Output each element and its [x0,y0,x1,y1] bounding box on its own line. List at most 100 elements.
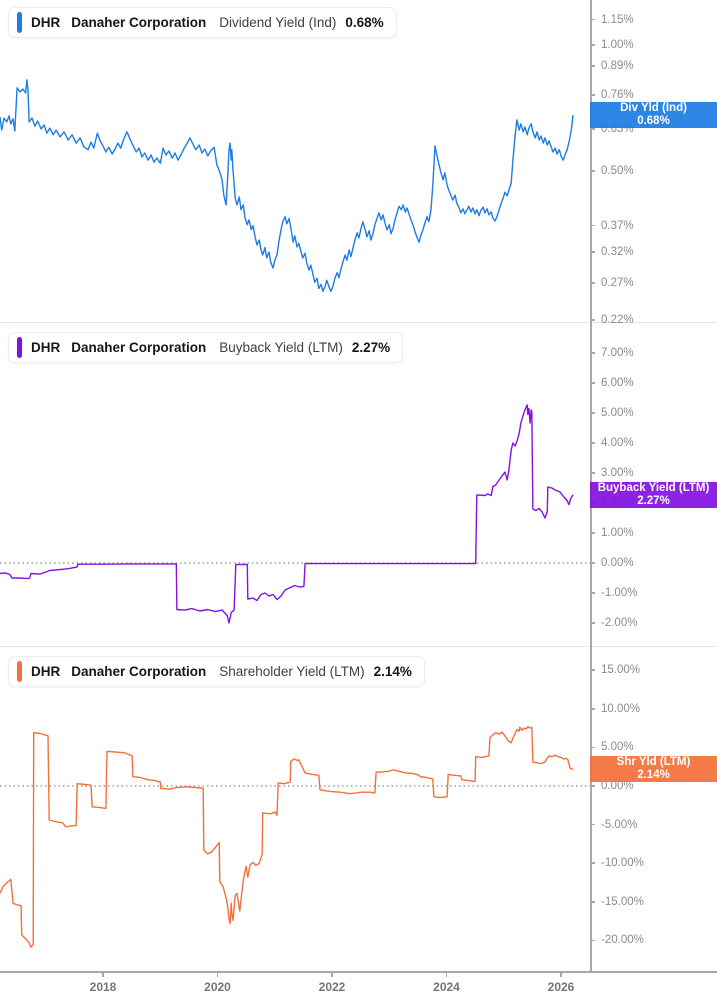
y-axis-tick [590,939,595,942]
badge-label: Buyback Yield (LTM) [597,481,710,494]
y-axis-label: -10.00% [601,857,644,870]
dividend-yield-header: DHR Danaher Corporation Dividend Yield (… [8,7,397,38]
x-axis-label: 2022 [318,980,346,994]
metric-name: Dividend Yield (Ind) [219,15,337,30]
y-axis-label: 0.22% [601,314,634,327]
y-axis-label: -15.00% [601,895,644,908]
x-axis-tick [102,972,104,977]
y-axis-label: 5.00% [601,741,634,754]
y-axis-label: 0.00% [601,557,634,569]
ticker-symbol: DHR [31,15,61,30]
y-axis-label: 3.00% [601,467,634,479]
y-axis-label: 0.27% [601,277,634,289]
y-axis-tick [590,472,595,474]
metric-name: Buyback Yield (LTM) [219,340,343,355]
y-axis-label: 0.32% [601,246,634,259]
x-axis-label: 2018 [89,980,117,994]
y-axis-label: 0.37% [601,219,634,232]
y-axis-label: 5.00% [601,407,634,419]
blue-accent-bar [17,12,22,33]
dividend-yield-chart[interactable] [0,0,590,322]
buyback-yield-header: DHR Danaher Corporation Buyback Yield (L… [8,332,404,363]
dividend-yield-line [0,79,574,292]
badge-value: 0.68% [637,115,670,128]
y-axis-tick [590,251,595,253]
badge-value: 2.27% [637,494,670,507]
x-axis-tick [216,972,219,977]
metric-value: 2.27% [351,340,391,355]
y-axis-label: 1.15% [601,13,634,26]
y-axis-tick [590,412,595,414]
buyback-yield-chart[interactable] [0,322,590,647]
y-axis-tick [590,94,595,96]
y-axis-tick [590,532,595,534]
y-axis-label: 1.00% [601,527,634,539]
x-axis-tick [445,972,448,977]
dividend-yield-badge: Div Yld (Ind) 0.68% [590,102,717,129]
x-axis-tick [560,972,562,977]
y-axis-label: 0.50% [601,164,634,177]
y-axis-tick [590,746,595,749]
buyback-yield-line [0,404,574,624]
y-axis-label: 15.00% [601,664,641,677]
x-axis-label: 2024 [433,980,460,994]
metric-value: 0.68% [345,15,384,30]
y-axis-label: 4.00% [601,437,634,449]
orange-accent-bar [17,661,22,682]
shareholder-yield-header: DHR Danaher Corporation Shareholder Yiel… [8,656,425,687]
purple-accent-bar [17,337,22,358]
y-axis-tick [590,592,595,594]
badge-label: Div Yld (Ind) [620,102,687,115]
y-axis-label: 0.76% [601,88,634,101]
y-axis-label: 1.00% [601,39,634,51]
y-axis-tick [590,352,595,354]
y-axis-tick [590,622,595,624]
y-axis-tick [590,562,595,564]
y-axis-label: -1.00% [601,587,638,599]
badge-label: Shr Yld (LTM) [616,756,691,769]
x-axis-label: 2026 [547,980,575,994]
badge-value: 2.14% [637,769,670,782]
y-axis-tick [590,282,595,284]
y-axis-label: 6.00% [601,377,634,389]
y-axis-tick [590,44,595,46]
y-axis-tick [590,823,595,826]
shareholder-yield-badge: Shr Yld (LTM) 2.14% [590,756,717,783]
panel-divider [0,322,717,323]
y-axis-label: 0.00% [601,780,634,792]
y-axis-tick [590,901,595,903]
company-name: Danaher Corporation [71,15,207,30]
company-name: Danaher Corporation [71,340,207,355]
y-axis-tick [590,382,595,384]
y-axis-tick [590,170,595,172]
y-axis-tick [590,128,595,130]
y-axis-tick [590,862,595,864]
shareholder-yield-chart[interactable] [0,647,590,972]
buyback-yield-badge: Buyback Yield (LTM) 2.27% [590,481,717,508]
y-axis-tick [590,65,595,67]
panel-divider [0,646,717,647]
ticker-symbol: DHR [31,664,61,679]
y-axis-tick [590,669,595,671]
company-name: Danaher Corporation [71,664,207,679]
y-axis-label: -5.00% [601,818,638,831]
y-axis-tick [590,442,595,444]
metric-value: 2.14% [373,664,412,679]
y-axis-tick [590,18,595,21]
y-axis-label: 7.00% [601,347,634,359]
y-axis-tick [590,224,595,227]
y-axis-tick [590,708,595,710]
bottom-axis-line [0,971,717,973]
x-axis-label: 2020 [204,980,231,994]
shareholder-yield-line [0,725,574,948]
ticker-symbol: DHR [31,340,61,355]
y-axis-label: 10.00% [601,702,641,715]
y-axis-tick [590,319,595,321]
x-axis-tick [331,972,333,977]
metric-name: Shareholder Yield (LTM) [219,664,365,679]
y-axis-label: -2.00% [601,617,638,629]
y-axis-label: 0.89% [601,60,634,73]
y-axis-label: -20.00% [601,934,644,947]
y-axis-tick [590,785,595,787]
